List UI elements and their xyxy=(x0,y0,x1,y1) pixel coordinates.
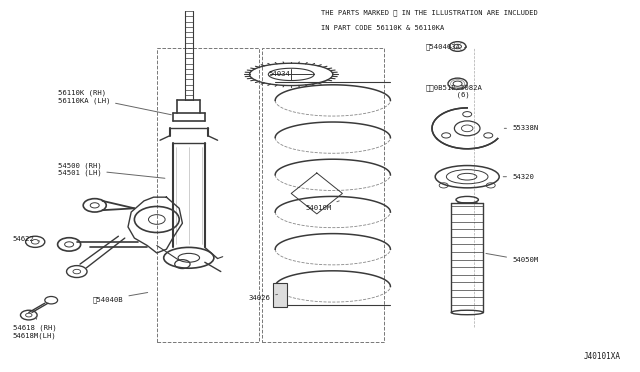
Text: ※⑀0B51B-3082A
       (6): ※⑀0B51B-3082A (6) xyxy=(426,84,483,98)
Text: 54050M: 54050M xyxy=(486,253,538,263)
Text: 34026: 34026 xyxy=(248,294,278,301)
Text: IN PART CODE 56110K & 56110KA: IN PART CODE 56110K & 56110KA xyxy=(321,25,445,31)
Text: 54320: 54320 xyxy=(503,174,534,180)
Text: 54500 (RH)
54501 (LH): 54500 (RH) 54501 (LH) xyxy=(58,162,165,178)
Text: J40101XA: J40101XA xyxy=(584,352,621,361)
Text: 56110K (RH)
56110KA (LH): 56110K (RH) 56110KA (LH) xyxy=(58,90,172,115)
Text: THE PARTS MARKED ※ IN THE ILLUSTRATION ARE INCLUDED: THE PARTS MARKED ※ IN THE ILLUSTRATION A… xyxy=(321,10,538,16)
Text: 54034: 54034 xyxy=(269,71,291,77)
Text: 54010M: 54010M xyxy=(305,201,339,211)
Text: 55338N: 55338N xyxy=(504,125,538,131)
Text: ※540403A: ※540403A xyxy=(426,43,467,50)
Text: 54622: 54622 xyxy=(13,236,40,242)
Text: 54618 (RH)
54618M(LH): 54618 (RH) 54618M(LH) xyxy=(13,317,56,339)
Text: ※54040B: ※54040B xyxy=(93,292,148,303)
FancyBboxPatch shape xyxy=(273,283,287,307)
